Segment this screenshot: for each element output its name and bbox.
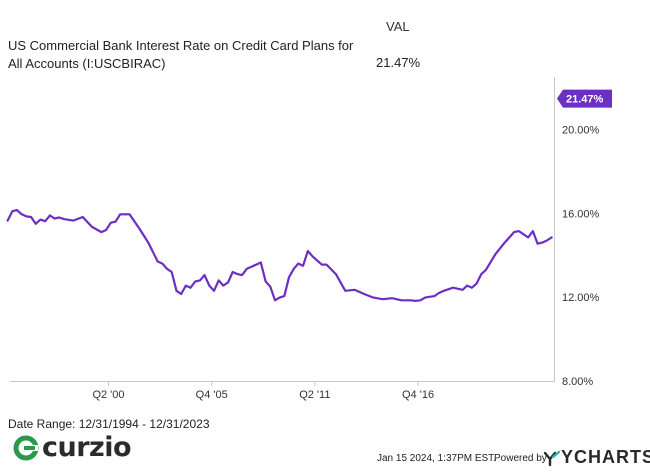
- powered-by-label: Powered by: [494, 453, 547, 464]
- end-value-label-background: [557, 89, 612, 108]
- ycharts-logo[interactable]: YCHARTS: [543, 447, 650, 468]
- y-axis-ticks: 8.00% 12.00% 16.00% 20.00%: [562, 124, 600, 388]
- x-tick-label: Q2 '11: [299, 389, 330, 401]
- y-tick-label: 16.00%: [562, 208, 600, 220]
- ycharts-mark-icon: [543, 450, 561, 466]
- x-tick-label: Q2 '00: [92, 389, 124, 401]
- curzio-mark-icon: [13, 435, 39, 460]
- y-tick-label: 20.00%: [562, 124, 600, 136]
- end-value-label: 21.47%: [557, 89, 612, 108]
- y-tick-label: 12.00%: [562, 292, 600, 304]
- legend-series-value: 21.47%: [376, 55, 421, 70]
- timestamp: Jan 15 2024, 1:37PM EST.: [377, 453, 496, 464]
- date-range: Date Range: 12/31/1994 - 12/31/2023: [8, 417, 210, 431]
- series-line[interactable]: [6, 209, 553, 302]
- end-value-label-text: 21.47%: [566, 94, 604, 106]
- x-axis-ticks: Q2 '00 Q4 '05 Q2 '11 Q4 '16: [92, 381, 434, 401]
- ycharts-logo-text: YCHARTS: [561, 447, 650, 467]
- x-tick-label: Q4 '16: [402, 389, 434, 401]
- x-tick-label: Q4 '05: [196, 389, 228, 401]
- curzio-logo-text: curzio: [42, 432, 132, 463]
- legend-series-name[interactable]: US Commercial Bank Interest Rate on Cred…: [8, 38, 354, 71]
- legend-column-header: VAL: [386, 19, 410, 34]
- y-tick-label: 8.00%: [562, 376, 593, 388]
- curzio-logo[interactable]: curzio: [12, 432, 132, 463]
